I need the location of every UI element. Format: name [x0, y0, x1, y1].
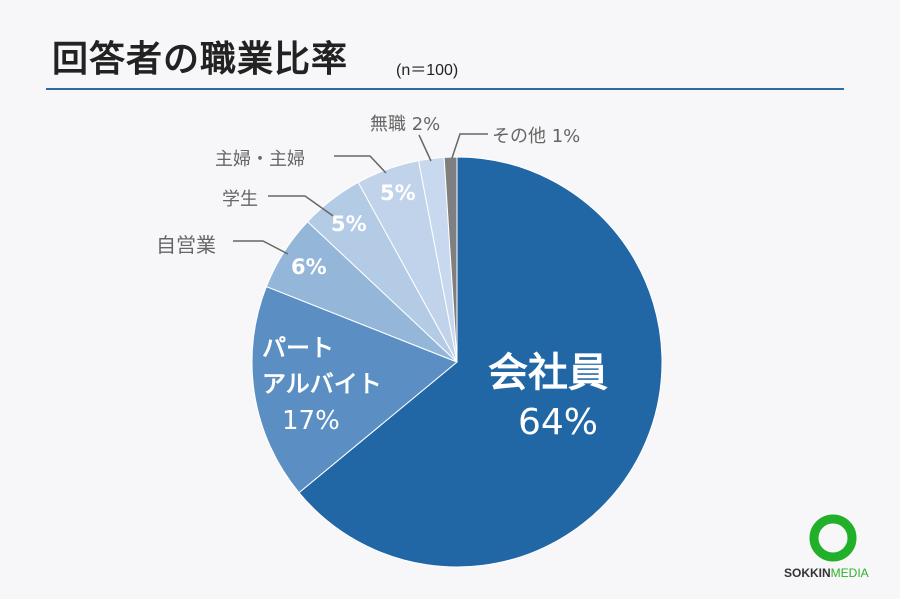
chart-subtitle: (n＝100): [396, 62, 459, 79]
label-part1: パート: [262, 334, 334, 362]
pct-jiei: 6%: [291, 255, 327, 279]
pie-slice-1: [251, 285, 458, 494]
chart-title: 回答者の職業比率: [52, 39, 349, 80]
leader-jiei: [233, 240, 289, 255]
leader-lines: [233, 133, 488, 255]
label-gakusei: 学生: [222, 189, 258, 210]
logo-part2: MEDIA: [830, 566, 869, 580]
pie-slice-6: [443, 156, 458, 363]
leader-mushoku: [418, 134, 432, 162]
label-shufu: 主婦・主婦: [215, 149, 305, 170]
label-mushoku: 無職 2%: [370, 114, 441, 135]
title-divider: [46, 88, 844, 90]
pct-gakusei: 5%: [331, 212, 367, 236]
pct-part: 17%: [282, 406, 340, 436]
logo: SOKKINMEDIA: [784, 566, 869, 580]
leader-sonota: [451, 133, 488, 159]
label-jiei: 自営業: [156, 233, 216, 257]
pct-kaishain: 64%: [518, 402, 599, 443]
label-sonota: その他 1%: [492, 126, 581, 147]
pie-slice-0: [298, 156, 663, 568]
label-kaishain: 会社員: [488, 350, 608, 396]
label-part2: アルバイト: [262, 370, 382, 398]
logo-part1: SOKKIN: [784, 566, 831, 580]
leader-shufu: [334, 155, 387, 174]
pct-shufu: 5%: [380, 181, 416, 205]
leader-gakusei: [268, 195, 337, 219]
